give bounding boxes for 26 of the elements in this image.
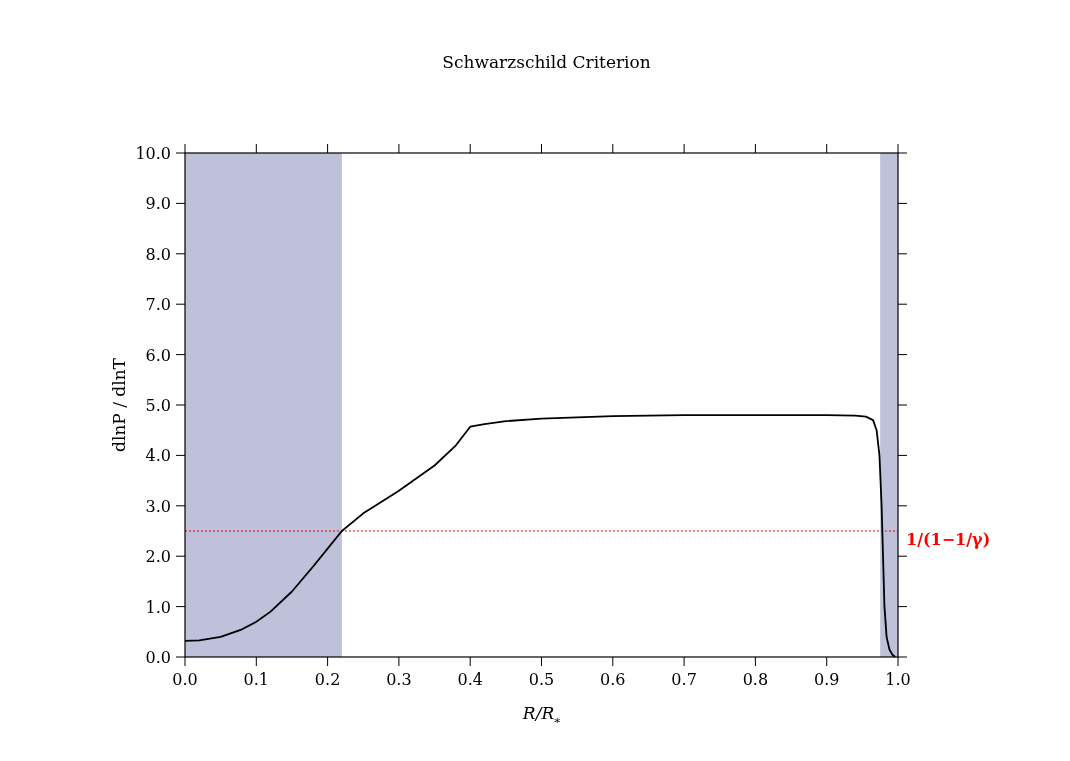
ref-line-label: 1/(1−1/γ) [906, 530, 991, 549]
x-tick-label: 0.1 [243, 670, 270, 689]
y-tick-label: 10.0 [135, 144, 171, 163]
y-tick-label: 1.0 [145, 597, 171, 617]
x-tick-label: 0.2 [314, 670, 341, 689]
x-tick-label: 0.4 [457, 670, 483, 689]
y-tick-label: 8.0 [145, 244, 171, 264]
x-tick-label: 0.3 [386, 670, 412, 689]
y-tick-label: 9.0 [145, 194, 171, 214]
y-tick-label: 6.0 [145, 345, 171, 365]
y-tick-label: 0.0 [145, 648, 171, 667]
x-axis-title: R/R$_{*}$ [521, 703, 561, 729]
y-tick-label: 7.0 [145, 295, 171, 315]
x-tick-label: 0.7 [671, 670, 697, 689]
x-tick-label: 1.0 [885, 670, 911, 689]
y-tick-label: 2.0 [145, 547, 171, 567]
y-tick-label: 3.0 [145, 496, 171, 516]
y-tick-label: 5.0 [145, 396, 171, 415]
x-tick-label: 0.5 [528, 670, 555, 689]
y-tick-label: 4.0 [145, 446, 171, 466]
x-tick-label: 0.6 [600, 670, 626, 689]
chart-title: Schwarzschild Criterion [442, 52, 651, 72]
x-tick-label: 0.8 [742, 670, 769, 689]
x-tick-label: 0.0 [172, 670, 198, 689]
y-axis-title: dlnP / dlnT [109, 357, 129, 452]
x-tick-label: 0.9 [813, 670, 840, 689]
